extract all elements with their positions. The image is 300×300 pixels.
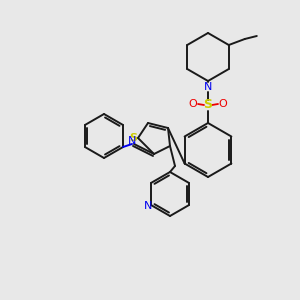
Text: O: O <box>189 99 197 109</box>
Text: S: S <box>203 98 212 112</box>
Text: N: N <box>144 201 152 211</box>
Text: S: S <box>129 133 137 143</box>
Text: N: N <box>128 136 136 146</box>
Text: O: O <box>219 99 227 109</box>
Text: N: N <box>204 82 212 92</box>
